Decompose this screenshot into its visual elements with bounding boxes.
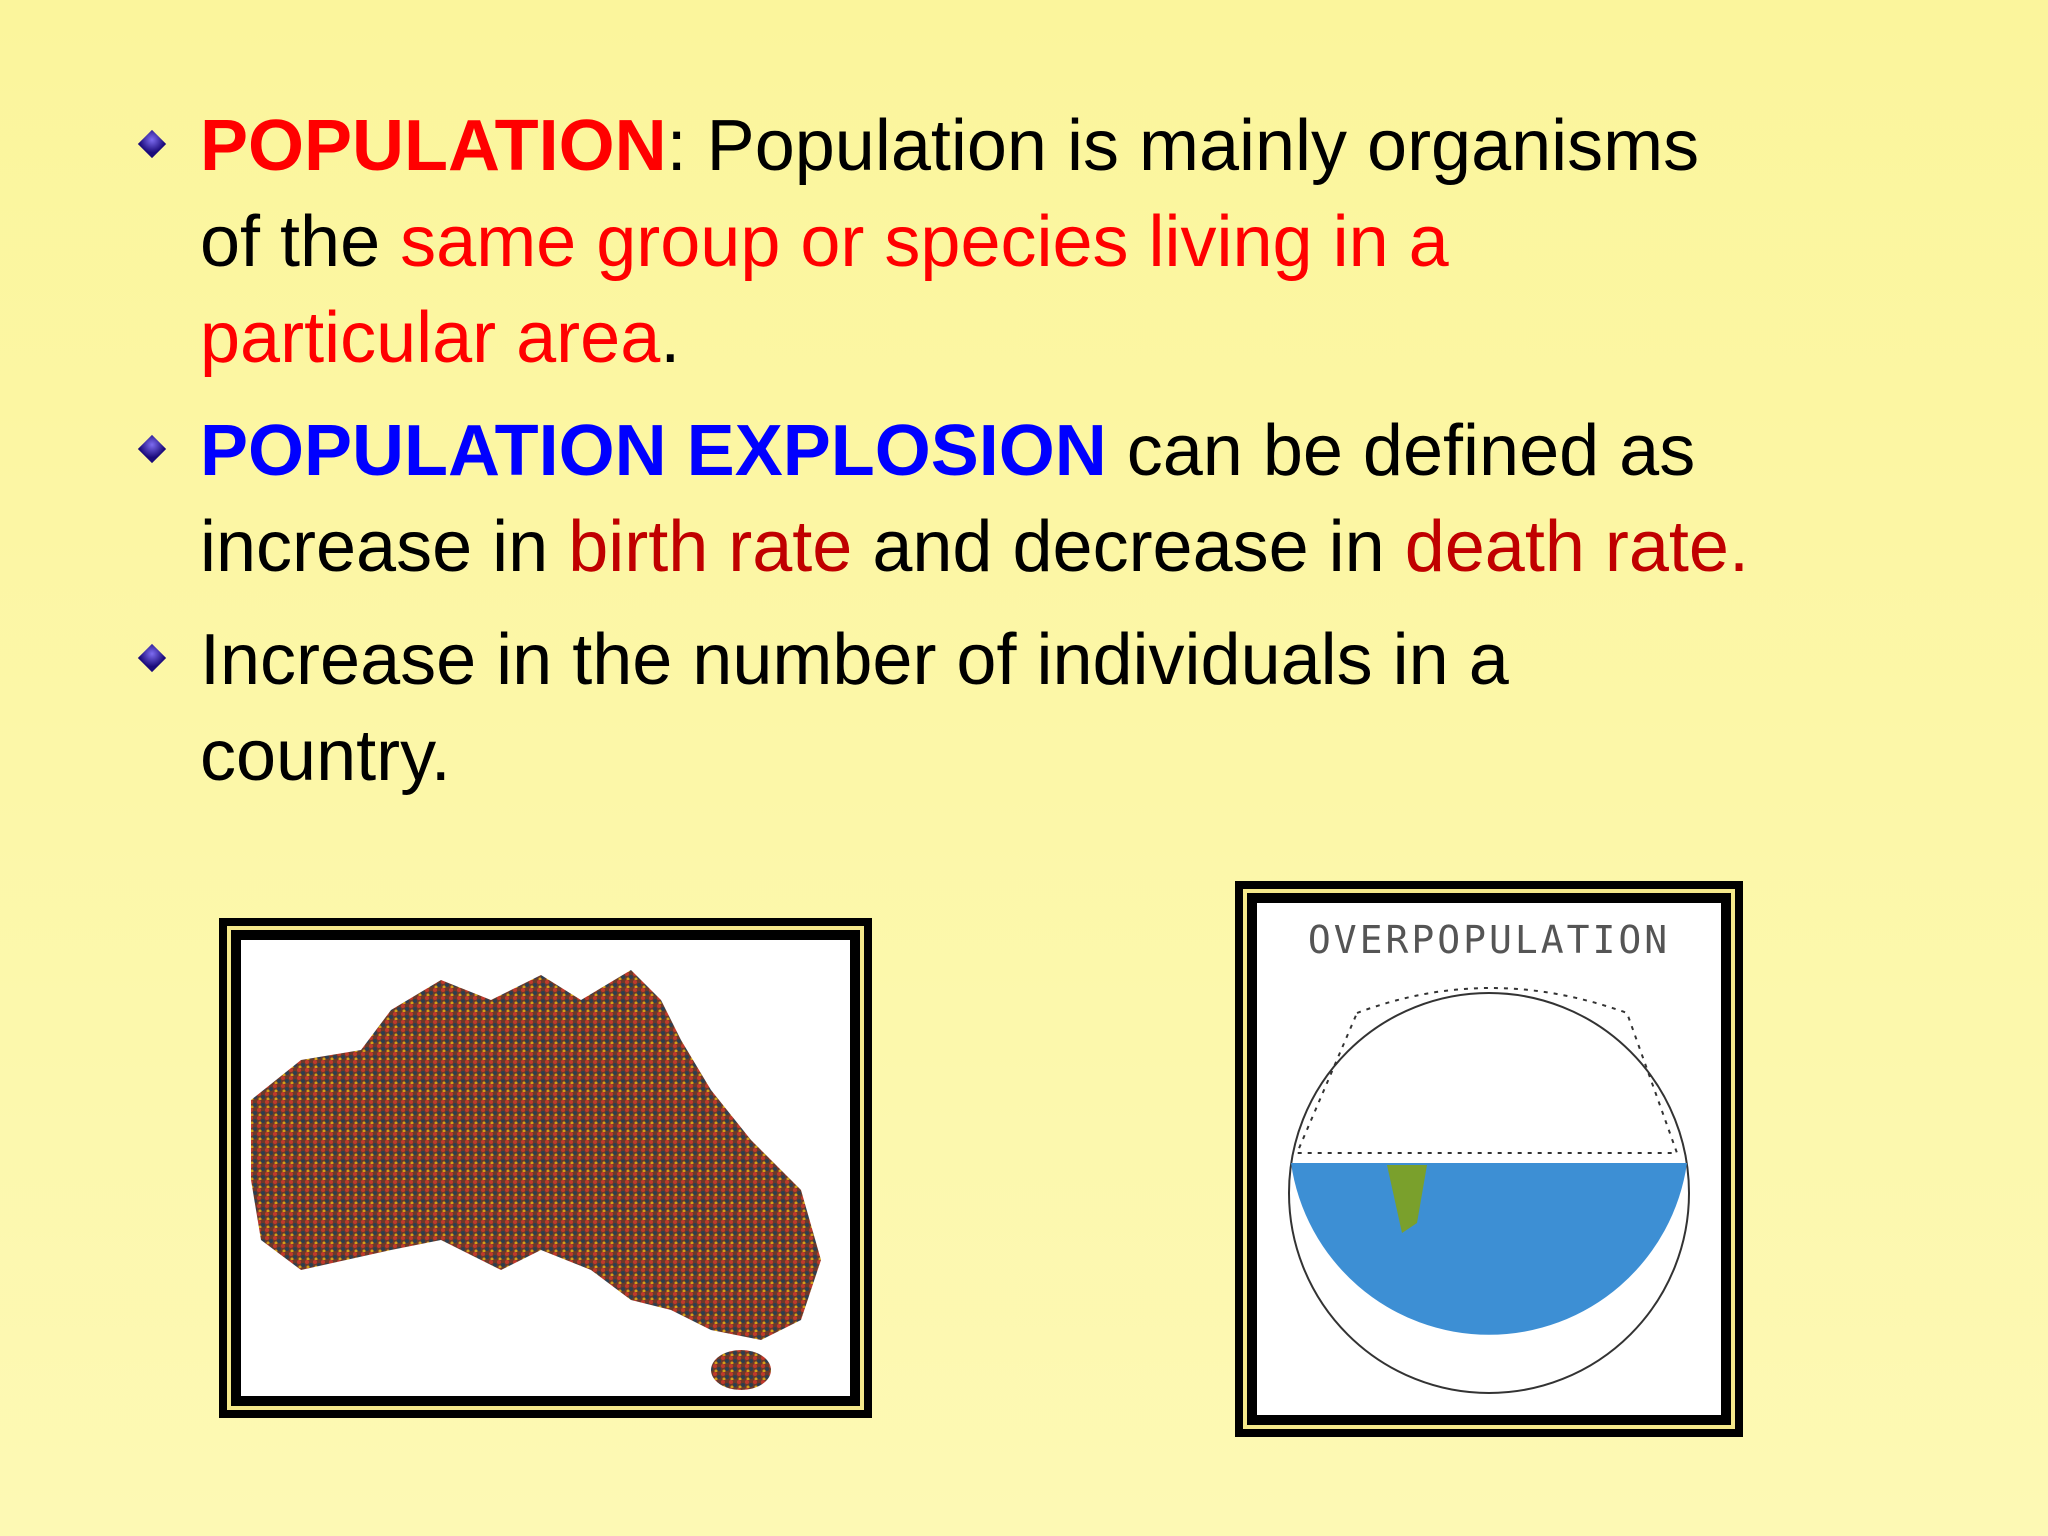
image-frame: [219, 918, 872, 1418]
crowd-map-graphic: [251, 970, 821, 1390]
text-line: country.: [200, 708, 2020, 804]
text-line: of the same group or species living in a: [200, 194, 2020, 290]
crowd-shape: [251, 970, 821, 1340]
text-segment: birth rate: [568, 507, 853, 587]
text-line: POPULATION: Population is mainly organis…: [200, 98, 2020, 194]
bullet-marker: [137, 643, 167, 673]
text-segment: same group or species living in a: [400, 202, 1449, 282]
globe-water: [1291, 1163, 1687, 1335]
bullet-marker: [137, 434, 167, 464]
text-segment: country.: [200, 716, 451, 796]
bullet-marker: [137, 129, 167, 159]
image-caption: OVERPOPULATION: [1308, 918, 1670, 962]
text-segment: POPULATION EXPLOSION: [200, 411, 1107, 491]
bullet-list: POPULATION: Population is mainly organis…: [137, 98, 2020, 804]
overpopulation-image: OVERPOPULATION: [1257, 903, 1721, 1415]
text-segment: : Population is mainly organisms: [666, 106, 1700, 186]
text-segment: POPULATION: [200, 106, 667, 186]
text-line: POPULATION EXPLOSION can be defined as: [200, 403, 2020, 499]
bullet: Increase in the number of individuals in…: [137, 612, 2020, 804]
text-segment: increase in: [200, 507, 569, 587]
text-line: particular area.: [200, 290, 2020, 386]
text-segment: death rate.: [1404, 507, 1749, 587]
text-segment: can be defined as: [1106, 411, 1696, 491]
crowd-figures: [1295, 987, 1679, 1154]
crowd-island: [711, 1350, 771, 1390]
bullet: POPULATION: Population is mainly organis…: [137, 98, 2020, 386]
bullet: POPULATION EXPLOSION can be defined as in…: [137, 403, 2020, 595]
text-segment: .: [660, 298, 681, 378]
overpopulation-graphic: OVERPOPULATION: [1288, 918, 1690, 1394]
text-segment: and decrease in: [852, 507, 1405, 587]
text-segment: of the: [200, 202, 401, 282]
text-line: Increase in the number of individuals in…: [200, 612, 2020, 708]
image-frame: OVERPOPULATION: [1235, 881, 1743, 1437]
text-segment: particular area: [200, 298, 661, 378]
text-line: increase in birth rate and decrease in d…: [200, 499, 2020, 595]
globe-land: [1387, 1165, 1427, 1233]
crowd-map-image: [241, 940, 850, 1396]
text-segment: Increase in the number of individuals in…: [200, 620, 1509, 700]
